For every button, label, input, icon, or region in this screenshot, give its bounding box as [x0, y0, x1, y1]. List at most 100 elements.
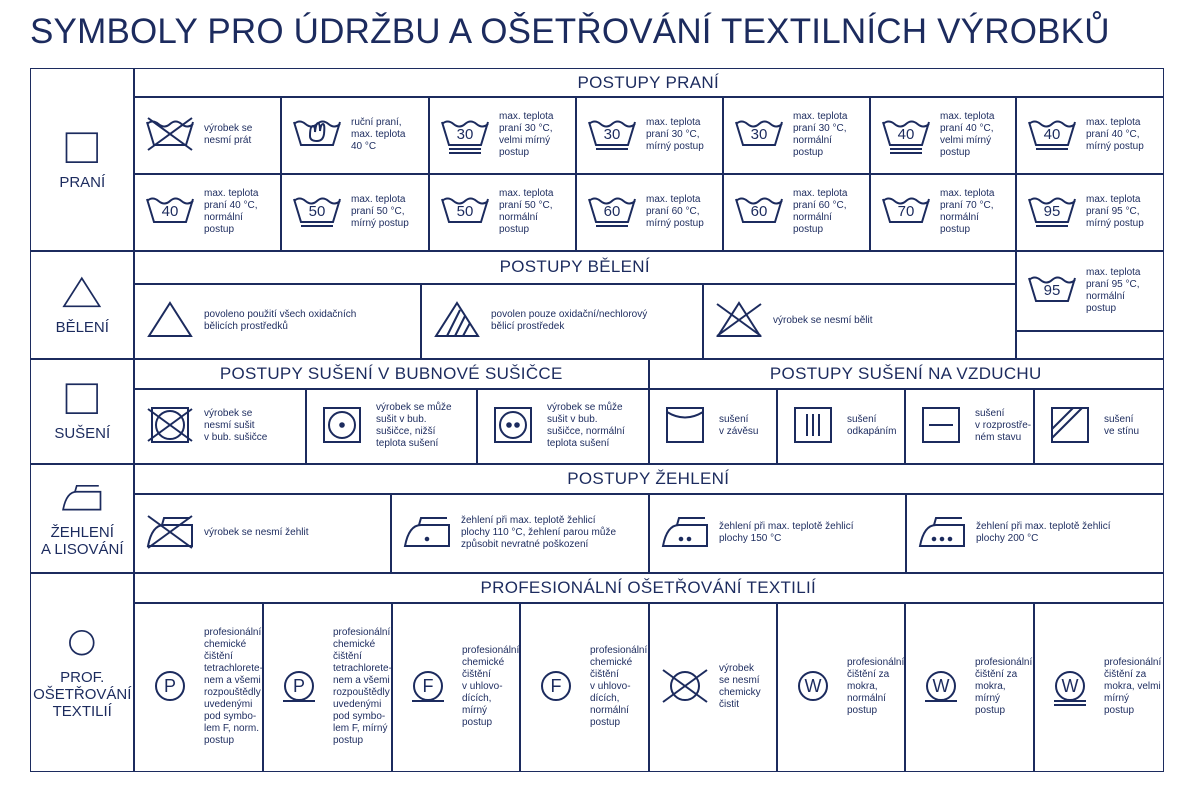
symbol-stroke: [670, 670, 700, 701]
symbol-cell: výrobek se nesmí prát: [133, 96, 282, 175]
symbol-stroke: [931, 536, 937, 542]
symbol-cell: 95 max. teplota praní 95 °C, mírný postup: [1015, 173, 1164, 252]
symbol-description: žehlení při max. teplotě žehlicí plochy …: [461, 515, 617, 551]
symbol-stroke: [662, 668, 708, 703]
symbol-stroke: [588, 120, 636, 128]
category-cell: ŽEHLENÍ A LISOVÁNÍ: [30, 463, 135, 574]
symbol-stroke: [69, 629, 95, 656]
symbol-stroke: [1051, 407, 1083, 439]
symbol-stroke: [146, 197, 194, 205]
symbol-stroke: [798, 670, 828, 701]
symbol-stroke: [454, 315, 466, 337]
symbol-stroke: [434, 301, 480, 338]
care-symbol: P: [283, 670, 315, 702]
symbol-description: výrobek se nesmí žehlit: [204, 527, 309, 539]
symbol-stroke: 70: [898, 203, 915, 220]
symbol-stroke: [661, 524, 708, 548]
symbol-stroke: [678, 536, 684, 542]
symbol-description: profesionální chemické čištění tetrachlo…: [333, 626, 392, 746]
symbol-stroke: [147, 408, 193, 443]
symbol-cell: výrobek se nesmí sušit v bub. sušičce: [133, 388, 307, 465]
symbol-stroke: [441, 120, 489, 128]
symbol-description: výrobek se nesmí bělit: [773, 315, 873, 327]
care-symbol: 30: [441, 120, 489, 155]
symbol-stroke: [882, 121, 930, 147]
symbol-stroke: [66, 383, 99, 415]
symbol-stroke: [735, 198, 783, 224]
category-cell: SUŠENÍ: [30, 358, 135, 465]
symbol-stroke: [716, 301, 762, 338]
symbol-stroke: 30: [604, 126, 621, 143]
care-symbol: 40: [882, 120, 930, 155]
symbol-description: ruční praní, max. teplota 40 °C: [351, 117, 406, 153]
care-symbol: 60: [588, 197, 636, 228]
symbol-cell: 30 max. teplota praní 30 °C, mírný postup: [575, 96, 724, 175]
symbol-cell: 50 max. teplota praní 50 °C, mírný postup: [280, 173, 430, 252]
symbol-stroke: [947, 536, 953, 542]
symbol-stroke: [1028, 120, 1076, 128]
category-label: SUŠENÍ: [54, 425, 111, 443]
symbol-cell: výrobek se nesmí chemicky čistit: [648, 602, 778, 772]
symbol-cell: sušení ve stínu: [1033, 388, 1164, 465]
symbol-stroke: [1028, 277, 1076, 302]
care-symbol: 30: [735, 120, 783, 147]
symbol-stroke: [882, 198, 930, 224]
symbol-stroke: 50: [309, 203, 326, 220]
symbol-cell: 95 max. teplota praní 95 °C, normální pos…: [1015, 250, 1164, 332]
category-label: ŽEHLENÍ A LISOVÁNÍ: [40, 523, 124, 558]
symbol-description: profesionální chemické čištění v uhlovo-…: [590, 644, 648, 728]
care-symbol: [323, 407, 361, 444]
symbol-description: sušení v závěsu: [719, 414, 759, 438]
symbol-cell: ruční praní, max. teplota 40 °C: [280, 96, 430, 175]
care-symbol: 50: [441, 197, 489, 224]
section-heading: POSTUPY BĚLENÍ: [133, 250, 1017, 285]
category-label: PROF. OŠETŘOVÁNÍ TEXTILIÍ: [33, 668, 132, 720]
symbol-description: max. teplota praní 30 °C, normální postu…: [793, 111, 848, 159]
symbol-stroke: [1051, 407, 1089, 444]
symbol-stroke: [499, 411, 527, 440]
symbol-stroke: [462, 322, 471, 337]
symbol-cell: výrobek se nesmí bělit: [702, 283, 1017, 360]
care-symbol: 30: [588, 120, 636, 151]
symbol-stroke: [1028, 121, 1076, 147]
symbol-stroke: W: [933, 676, 950, 696]
symbol-cell: 60 max. teplota praní 60 °C, mírný postup: [575, 173, 724, 252]
care-symbol: 50: [293, 197, 341, 228]
symbol-stroke: [918, 524, 965, 548]
symbol-stroke: 60: [604, 203, 621, 220]
symbol-cell: 40 max. teplota praní 40 °C, mírný postup: [1015, 96, 1164, 175]
symbol-description: max. teplota praní 70 °C, normální postu…: [940, 188, 995, 236]
care-symbol: [66, 132, 99, 163]
symbol-description: povoleno použití všech oxidačních bělicí…: [204, 309, 357, 333]
symbol-description: max. teplota praní 40 °C, normální postu…: [204, 188, 259, 236]
symbol-description: max. teplota praní 50 °C, normální postu…: [499, 188, 554, 236]
symbol-cell: povolen pouze oxidační/nechlorový bělicí…: [420, 283, 704, 360]
care-symbol: [66, 383, 99, 415]
care-symbol: F: [541, 670, 571, 701]
symbol-cell: 50 max. teplota praní 50 °C, normální pos…: [428, 173, 577, 252]
care-symbol: [662, 668, 708, 703]
symbol-cell: 60 max. teplota praní 60 °C, normální pos…: [722, 173, 871, 252]
symbol-stroke: [588, 198, 636, 224]
symbol-stroke: [62, 490, 102, 511]
symbol-stroke: 40: [162, 203, 179, 220]
symbol-stroke: [339, 422, 345, 429]
symbol-stroke: [161, 517, 190, 526]
symbol-stroke: 60: [751, 203, 768, 220]
care-symbol: [494, 407, 532, 444]
section-heading: POSTUPY SUŠENÍ V BUBNOVÉ SUŠIČCE: [133, 358, 650, 390]
symbol-stroke: [147, 117, 193, 152]
symbol-cell: žehlení při max. teplotě žehlicí plochy …: [648, 493, 907, 574]
symbol-stroke: [441, 121, 489, 147]
symbol-stroke: [494, 407, 532, 444]
symbol-cell: výrobek se může sušit v bub. sušičce, ni…: [305, 388, 478, 465]
symbol-stroke: [441, 198, 489, 224]
symbol-stroke: 30: [457, 126, 474, 143]
symbol-description: max. teplota praní 50 °C, mírný postup: [351, 194, 409, 230]
care-symbol: P: [155, 670, 185, 701]
symbol-stroke: [666, 407, 704, 444]
symbol-cell: sušení v závěsu: [648, 388, 778, 465]
